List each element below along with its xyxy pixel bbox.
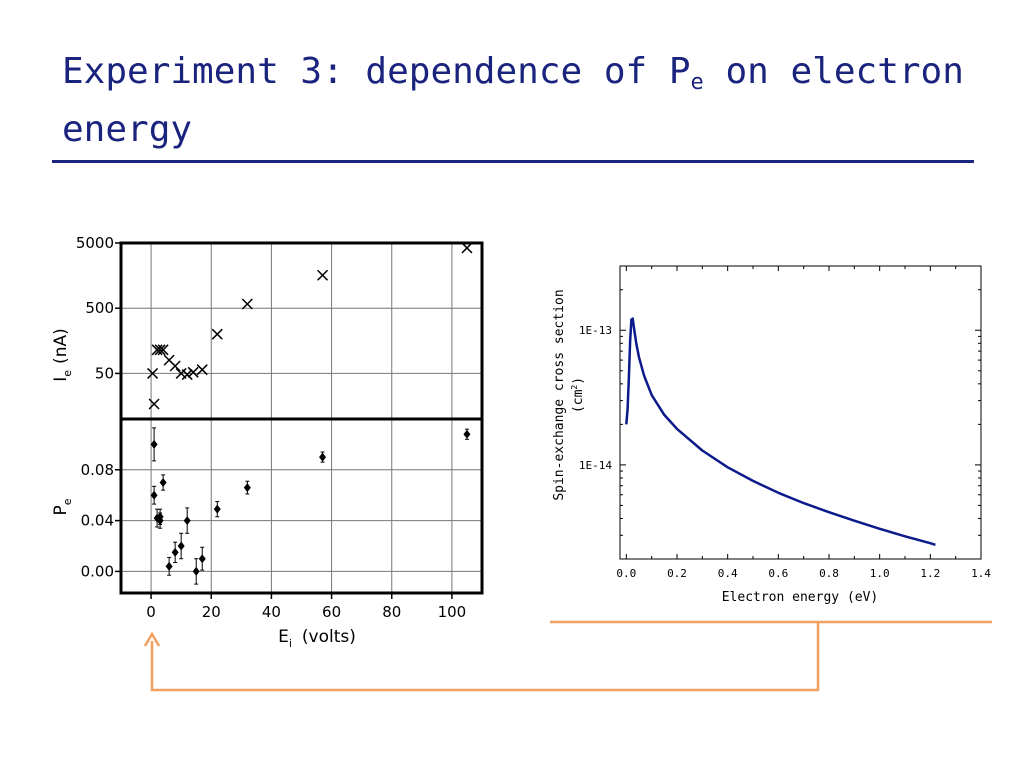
right-xtick-label: 0.8 xyxy=(819,567,839,580)
bottom-ytick-label: 0.04 xyxy=(81,512,114,530)
right-xtick-label: 0.4 xyxy=(718,567,738,580)
top-point xyxy=(148,398,160,410)
title-main: Experiment 3: dependence of P xyxy=(62,51,691,92)
left-xtick-label: 100 xyxy=(438,603,467,621)
right-xtick-label: 1.2 xyxy=(920,567,940,580)
right-ticks: 0.0 0.2 0.4 0.6 0.8 1.0 1.2 1.4 1E-13 1E-14 xyxy=(579,265,991,580)
arrowhead-icon xyxy=(143,631,161,647)
bottom-point xyxy=(171,547,179,557)
top-ytick-label: 50 xyxy=(95,364,114,382)
right-ylabel-line1: Spin-exchange cross section xyxy=(552,289,567,500)
title-subscript: e xyxy=(690,70,704,95)
title-tail: on electron energy xyxy=(62,51,964,150)
bottom-point xyxy=(150,439,158,449)
bottom-point xyxy=(156,516,164,526)
slide-title: Experiment 3: dependence of Pe on electr… xyxy=(62,48,992,153)
top-panel-ylabel: Ie(nA) xyxy=(51,328,74,381)
right-xtick-label: 0.6 xyxy=(768,567,788,580)
left-chart: 0 20 40 60 80 100 5000 500 50 0.08 0.04 0.00 Ie(nA)… xyxy=(51,234,484,650)
bottom-point xyxy=(319,452,327,462)
bottom-panel-ylabel: Pe xyxy=(51,498,74,515)
top-point xyxy=(147,367,159,379)
bottom-ytick-label: 0.08 xyxy=(81,461,114,479)
bottom-point xyxy=(177,541,185,551)
left-xtick-label: 20 xyxy=(202,603,221,621)
left-tick-labels: 0 20 40 60 80 100 5000 500 50 0.08 0.04 0.00 xyxy=(76,234,466,621)
top-ytick-label: 500 xyxy=(85,299,114,317)
top-point xyxy=(317,269,329,281)
bottom-point xyxy=(183,516,191,526)
right-ytick-label: 1E-14 xyxy=(579,459,612,472)
bottom-point xyxy=(159,478,167,488)
top-point xyxy=(211,328,223,340)
connector-arrow xyxy=(143,620,992,692)
bottom-point xyxy=(150,490,158,500)
top-point xyxy=(241,298,253,310)
top-panel-points xyxy=(147,242,473,410)
top-point xyxy=(154,344,166,356)
cross-section-curve xyxy=(625,317,936,546)
left-xtick-label: 40 xyxy=(262,603,281,621)
left-xtick-label: 0 xyxy=(146,603,156,621)
title-divider xyxy=(52,160,974,163)
top-point xyxy=(187,366,199,378)
right-xtick-label: 0.0 xyxy=(616,567,636,580)
bottom-point xyxy=(198,554,206,564)
right-chart-frame xyxy=(619,265,982,560)
bottom-point xyxy=(213,504,221,514)
right-xtick-label: 0.2 xyxy=(667,567,687,580)
bottom-point xyxy=(463,429,471,439)
left-xlabel: Ei (volts) xyxy=(278,627,356,650)
top-point xyxy=(196,364,208,376)
bottom-panel-points xyxy=(150,427,471,585)
top-point xyxy=(169,360,181,372)
bottom-point xyxy=(165,561,173,571)
left-xtick-label: 60 xyxy=(322,603,341,621)
right-xlabel: Electron energy (eV) xyxy=(722,590,879,605)
right-ytick-label: 1E-13 xyxy=(579,324,612,337)
top-point xyxy=(181,369,193,381)
bottom-point xyxy=(192,566,200,576)
top-ytick-label: 5000 xyxy=(76,234,114,252)
top-point xyxy=(461,242,473,254)
right-ylabel-line2: (cm2) xyxy=(570,377,586,413)
right-xtick-label: 1.0 xyxy=(870,567,890,580)
connector-path xyxy=(150,622,820,692)
bottom-ytick-label: 0.00 xyxy=(81,562,114,580)
bottom-point xyxy=(243,483,251,493)
left-xtick-label: 80 xyxy=(382,603,401,621)
top-point xyxy=(157,344,169,356)
right-chart: 0.0 0.2 0.4 0.6 0.8 1.0 1.2 1.4 1E-13 1E-14 Elect… xyxy=(552,265,991,605)
right-xtick-label: 1.4 xyxy=(971,567,991,580)
